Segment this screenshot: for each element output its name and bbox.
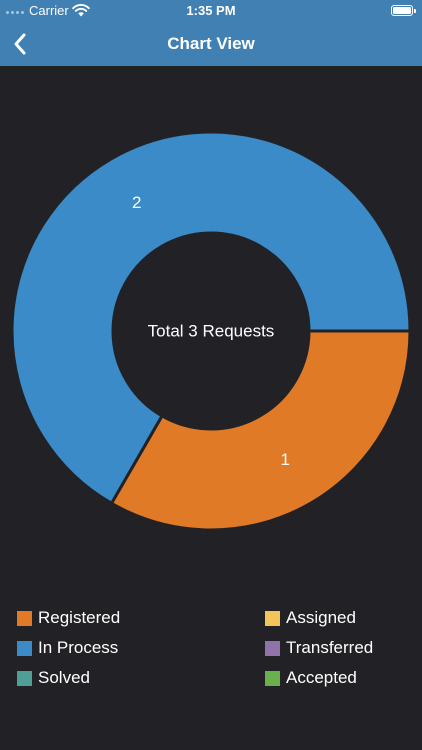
wifi-icon xyxy=(72,4,90,17)
battery-icon xyxy=(391,5,416,16)
carrier-label: Carrier xyxy=(29,3,69,18)
slice-value-label: 1 xyxy=(281,450,290,469)
clock-time: 1:35 PM xyxy=(186,3,236,18)
legend-swatch xyxy=(17,640,32,656)
legend-swatch xyxy=(265,670,280,686)
status-bar: Carrier 1:35 PM xyxy=(0,0,422,22)
slice-value-label: 2 xyxy=(132,193,141,212)
legend-swatch xyxy=(265,640,280,656)
chart-legend: Registered In Process Solved Assigned Transf… xyxy=(0,604,422,704)
slice-registered[interactable] xyxy=(109,329,412,532)
legend-label: Solved xyxy=(38,668,90,687)
header: Carrier 1:35 PM Chart View xyxy=(0,0,422,66)
chart-center-label: Total 3 Requests xyxy=(148,322,275,341)
slice-in-process[interactable] xyxy=(10,130,412,506)
chevron-left-icon xyxy=(14,33,26,55)
legend-label: Accepted xyxy=(286,668,357,687)
legend-item-accepted[interactable]: Accepted xyxy=(265,664,357,692)
legend-item-in-process[interactable]: In Process xyxy=(17,634,118,662)
legend-swatch xyxy=(17,670,32,686)
donut-chart: 12 Total 3 Requests xyxy=(10,130,412,532)
legend-item-assigned[interactable]: Assigned xyxy=(265,604,356,632)
legend-item-transferred[interactable]: Transferred xyxy=(265,634,373,662)
back-button[interactable] xyxy=(4,26,40,62)
legend-swatch xyxy=(17,610,32,626)
signal-icon xyxy=(6,11,24,14)
legend-label: Transferred xyxy=(286,638,374,657)
page-title: Chart View xyxy=(167,34,255,53)
nav-bar: Chart View xyxy=(0,22,422,66)
legend-label: Registered xyxy=(38,608,121,627)
legend-label: In Process xyxy=(38,638,119,657)
legend-item-registered[interactable]: Registered xyxy=(17,604,120,632)
chart-slices: 12 xyxy=(10,130,412,532)
legend-item-solved[interactable]: Solved xyxy=(17,664,90,692)
legend-label: Assigned xyxy=(286,608,356,627)
legend-swatch xyxy=(265,610,280,626)
